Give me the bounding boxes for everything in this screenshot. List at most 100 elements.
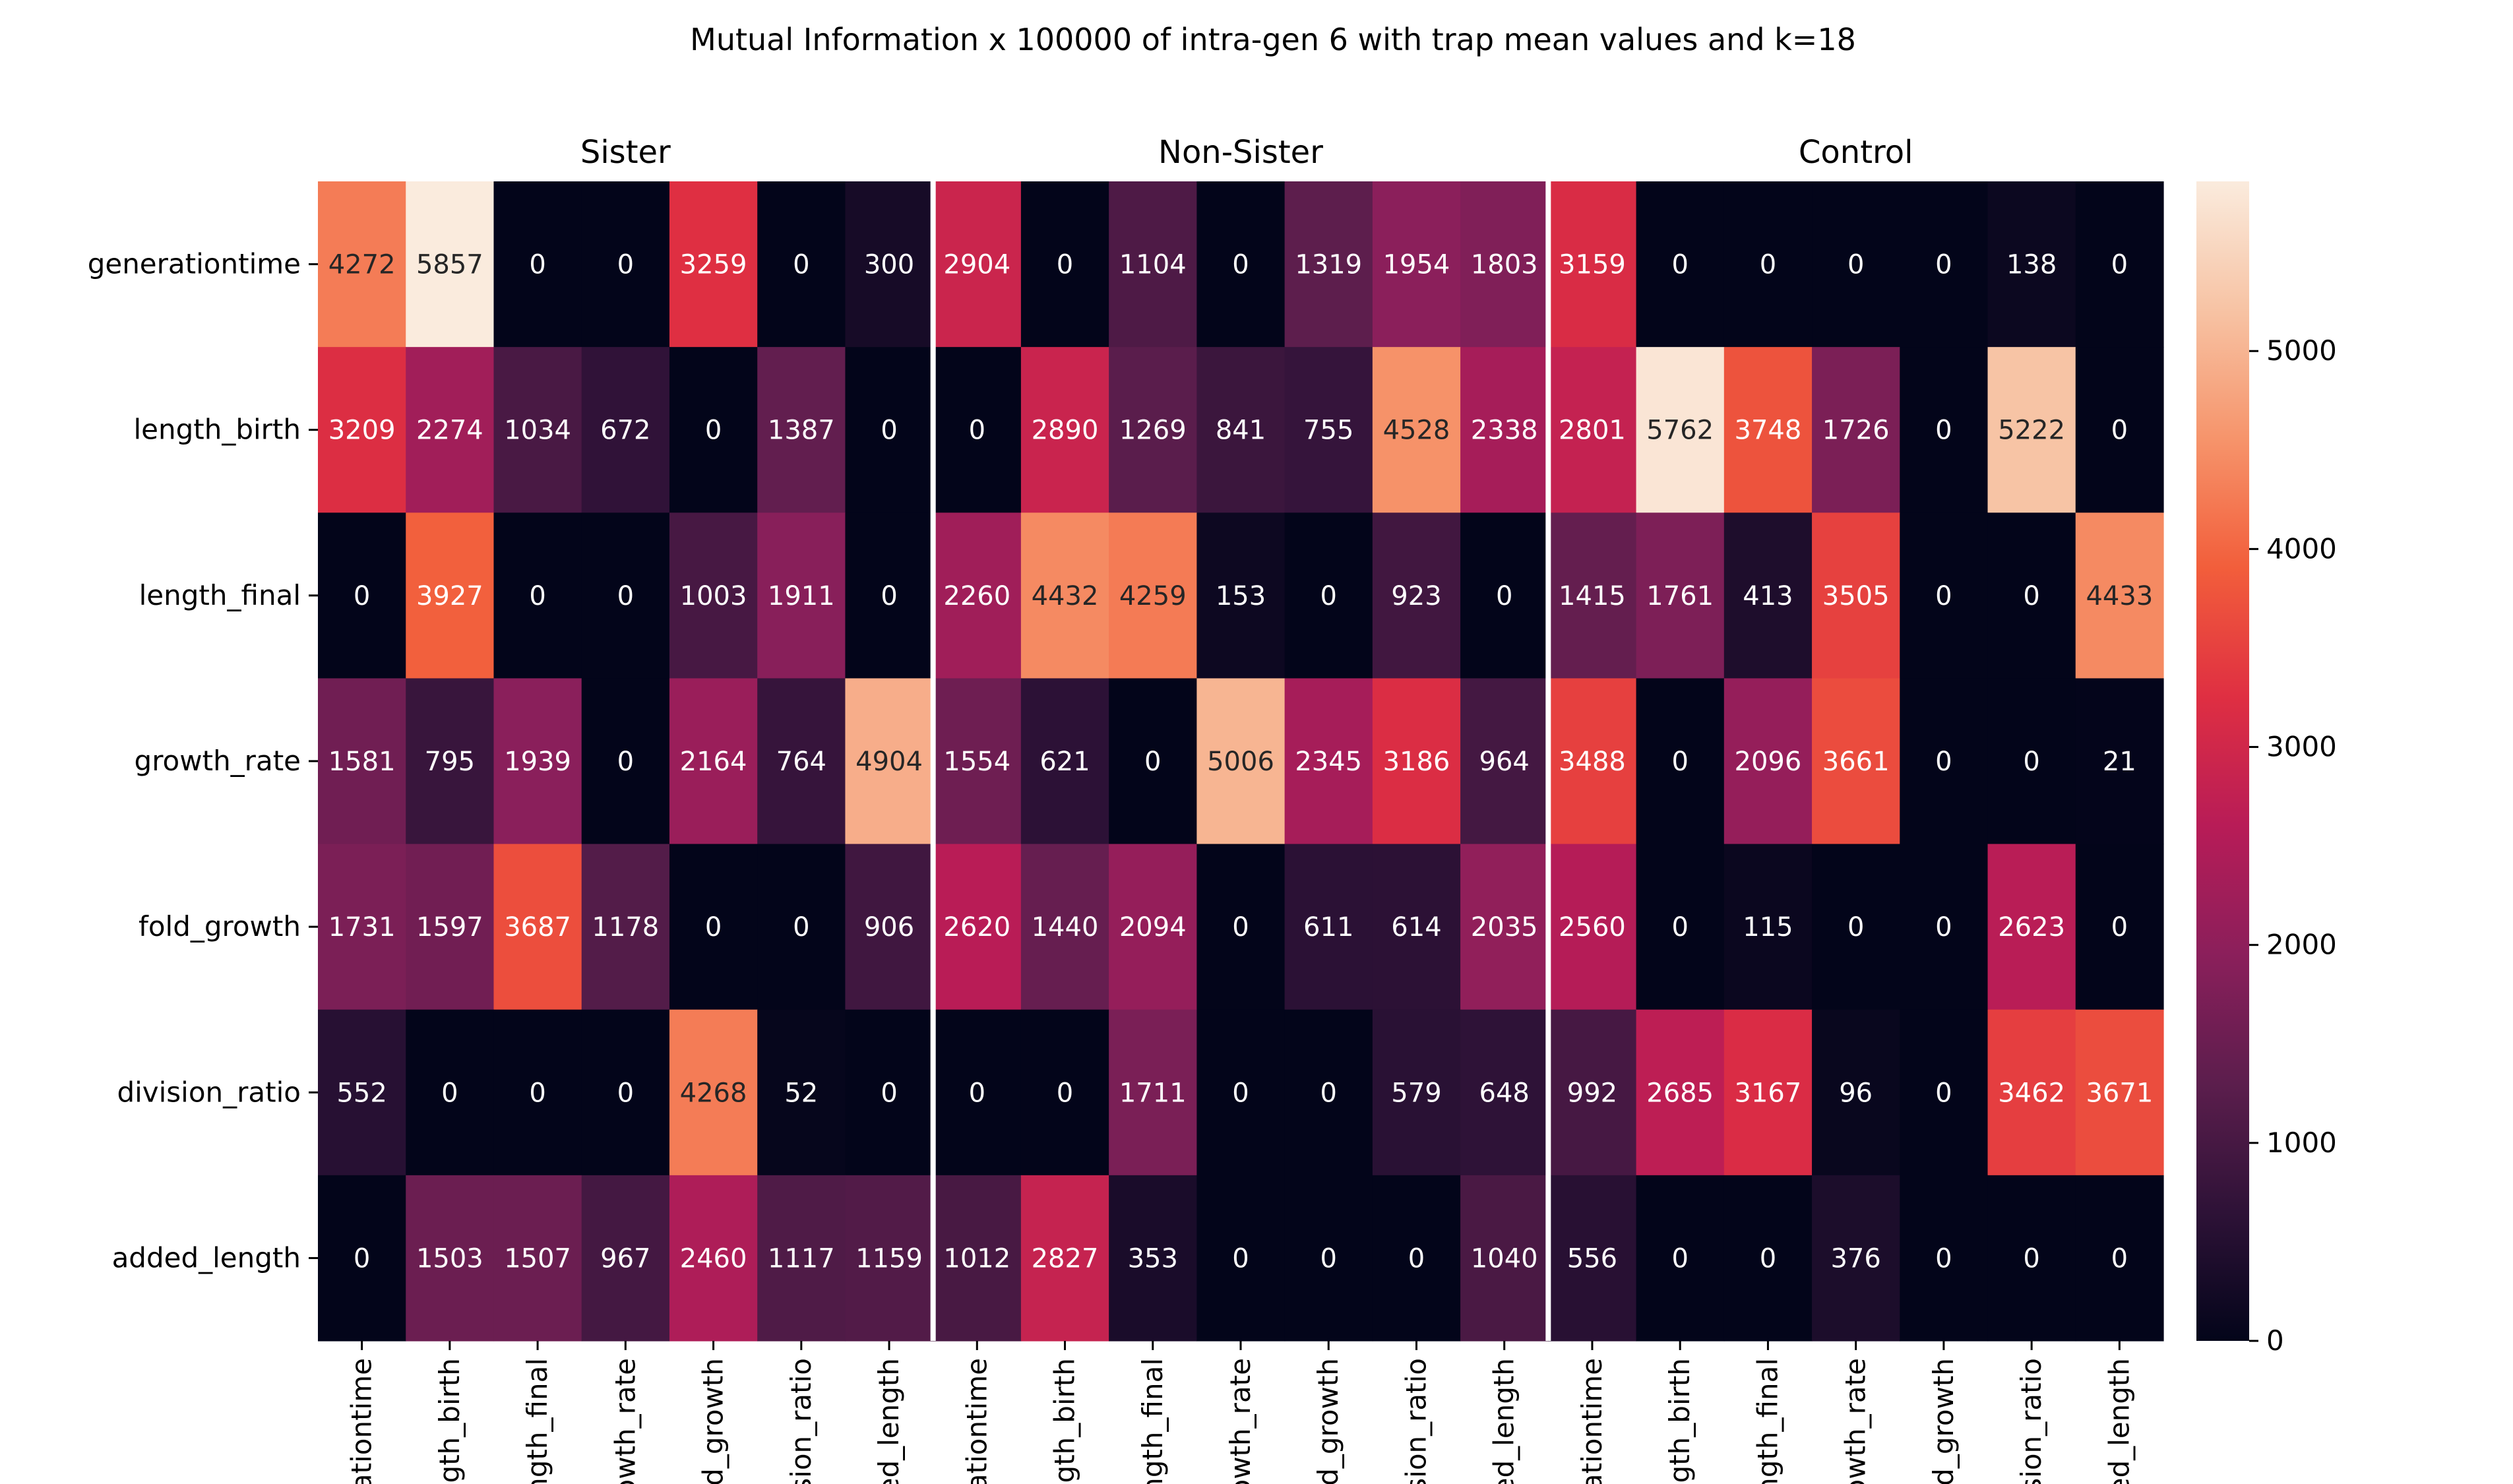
heatmap-cell [1020,1009,1109,1176]
colorbar-gradient [2196,181,2249,1341]
heatmap-cell [1987,347,2076,513]
heatmap-cell [669,1175,758,1342]
x-tick-label: ength_final [1136,1358,1169,1484]
heatmap-cell [1372,512,1461,679]
heatmap-cell [1020,844,1109,1010]
x-tick-label: old_growth [1312,1358,1344,1484]
heatmap-cell [1460,347,1549,513]
heatmap-cell [1636,347,1725,513]
cell-value-label: 0 [1320,1078,1337,1108]
colorbar: 0 1000 2000 3000 4000 5000 [2196,181,2337,1357]
x-tick-label: rationtime [960,1358,993,1484]
heatmap-cell [669,678,758,845]
cell-value-label: 1003 [680,581,747,611]
x-tick-label: ded_length [2103,1358,2135,1484]
heatmap-cell [581,512,670,679]
heatmap-cell [933,1175,1022,1342]
cell-value-label: 0 [441,1078,458,1108]
cell-value-labels: 4272 5857 0 0 3259 0 300 2904 0 1104 0 1319 1954 1803… [328,250,2154,1274]
heatmap-cell [933,181,1022,348]
cell-value-label: 4528 [1383,416,1450,446]
heatmap-cell [2075,512,2164,679]
heatmap-cell [1548,512,1637,679]
cell-value-label: 1503 [416,1243,483,1274]
heatmap-cell [1900,347,1989,513]
colorbar-tick-label: 4000 [2266,532,2337,565]
heatmap-cell [1900,181,1989,348]
heatmap-cell [406,347,495,513]
cell-value-label: 0 [2111,250,2128,280]
cell-value-label: 1711 [1119,1078,1187,1108]
cell-value-label: 0 [617,1078,634,1108]
cell-value-label: 0 [1935,1078,1952,1108]
heatmap-cell [1812,512,1900,679]
heatmap-cell [318,1009,406,1176]
heatmap-cell [2075,181,2164,348]
cell-value-label: 0 [881,416,897,446]
heatmap-cell [1548,678,1637,845]
cell-value-label: 3661 [1822,747,1890,777]
x-tick-label: ength_final [521,1358,553,1484]
x-tick-label: old_growth [1927,1358,1960,1484]
cell-value-label: 0 [1144,747,1161,777]
cell-value-label: 300 [864,250,914,280]
cell-value-label: 3671 [2086,1078,2153,1108]
cell-value-label: 1104 [1119,250,1187,280]
heatmap-cell [1723,512,1813,679]
heatmap-cell [1109,678,1197,845]
cell-value-label: 923 [1391,581,1441,611]
cell-value-label: 2685 [1646,1078,1714,1108]
heatmap-cell [1636,1009,1725,1176]
y-tick-label: length_final [139,579,301,611]
heatmap-cell [493,512,582,679]
heatmap-cell [1196,1009,1286,1176]
heatmap-cell [1987,1175,2076,1342]
cell-value-label: 2801 [1559,416,1626,446]
cell-value-label: 0 [2023,581,2039,611]
colorbar-tick-label: 5000 [2266,334,2337,367]
cell-value-label: 0 [354,581,370,611]
x-tick-label: old_growth [697,1358,729,1484]
cell-value-label: 3927 [416,581,483,611]
cell-value-label: 0 [1057,1078,1073,1108]
heatmap-cell [1987,844,2076,1010]
heatmap-cell [933,512,1022,679]
heatmap-cell [757,678,846,845]
chart-title: Mutual Information x 100000 of intra-gen… [690,22,1856,57]
cell-value-label: 2560 [1559,912,1626,943]
heatmap-cell [1109,181,1197,348]
cell-value-label: 115 [1743,912,1793,943]
cell-value-label: 1159 [855,1243,923,1274]
heatmap-cell [757,844,846,1010]
heatmap-cell [1372,1009,1461,1176]
heatmap-cell [1020,181,1109,348]
x-tick-label: ision_ratio [785,1358,817,1484]
group-label: Non-Sister [1158,134,1323,171]
group-dividers [930,181,1551,1341]
x-tick-label: rationtime [346,1358,378,1484]
heatmap-cell [1196,347,1286,513]
heatmap-cell [406,1009,495,1176]
heatmap-cell [1284,1175,1373,1342]
cell-value-label: 2345 [1295,747,1362,777]
cell-value-label: 376 [1830,1243,1880,1274]
cell-value-label: 1034 [504,416,571,446]
cell-value-label: 21 [2103,747,2136,777]
heatmap-cell [757,347,846,513]
colorbar-tick-label: 3000 [2266,731,2337,763]
y-tick-label: fold_growth [139,910,301,943]
colorbar-tick-label: 2000 [2266,929,2337,961]
heatmap-cell [1020,512,1109,679]
cell-value-label: 0 [2111,1243,2128,1274]
cell-value-label: 0 [529,1078,545,1108]
cell-value-label: 1269 [1119,416,1187,446]
cell-value-label: 2035 [1471,912,1538,943]
heatmap-cell [581,1175,670,1342]
cell-value-label: 1597 [416,912,483,943]
heatmap-cell [1284,181,1373,348]
x-tick-label: ded_length [1488,1358,1520,1484]
heatmap-cell [1109,512,1197,679]
cell-value-label: 96 [1839,1078,1873,1108]
cell-value-label: 1954 [1383,250,1450,280]
